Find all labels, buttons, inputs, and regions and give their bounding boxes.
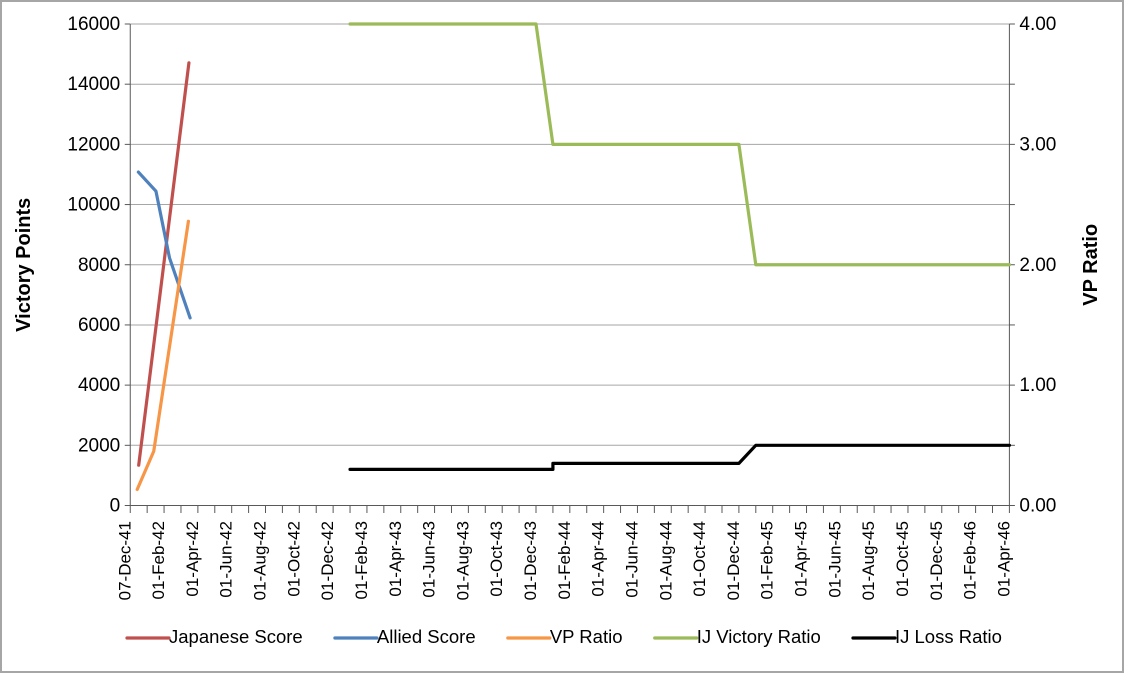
svg-text:01-Oct-44: 01-Oct-44: [690, 521, 709, 597]
svg-text:8000: 8000: [78, 255, 120, 276]
svg-text:01-Dec-42: 01-Dec-42: [318, 521, 337, 600]
svg-text:4.00: 4.00: [1019, 14, 1056, 35]
svg-text:01-Jun-44: 01-Jun-44: [622, 521, 641, 598]
svg-text:VP Ratio: VP Ratio: [1080, 224, 1102, 306]
svg-text:01-Dec-44: 01-Dec-44: [724, 521, 743, 600]
svg-text:01-Aug-45: 01-Aug-45: [859, 521, 878, 600]
svg-text:01-Apr-46: 01-Apr-46: [994, 521, 1013, 597]
svg-text:01-Dec-43: 01-Dec-43: [521, 521, 540, 600]
svg-text:16000: 16000: [67, 14, 120, 35]
svg-text:Allied Score: Allied Score: [377, 626, 476, 647]
svg-text:4000: 4000: [78, 375, 120, 396]
svg-text:Japanese Score: Japanese Score: [169, 626, 303, 647]
svg-text:01-Apr-44: 01-Apr-44: [589, 521, 608, 597]
svg-text:01-Jun-45: 01-Jun-45: [825, 521, 844, 598]
svg-text:01-Aug-42: 01-Aug-42: [251, 521, 270, 600]
svg-text:01-Feb-45: 01-Feb-45: [758, 521, 777, 599]
svg-text:01-Apr-42: 01-Apr-42: [183, 521, 202, 597]
svg-text:01-Feb-42: 01-Feb-42: [149, 521, 168, 599]
svg-text:01-Aug-44: 01-Aug-44: [656, 521, 675, 600]
svg-text:Victory Points: Victory Points: [13, 198, 35, 332]
svg-text:0.00: 0.00: [1019, 496, 1056, 517]
svg-text:01-Oct-43: 01-Oct-43: [487, 521, 506, 597]
svg-text:01-Apr-45: 01-Apr-45: [792, 521, 811, 597]
svg-text:2.00: 2.00: [1019, 255, 1056, 276]
svg-text:01-Feb-44: 01-Feb-44: [555, 521, 574, 599]
svg-text:01-Feb-43: 01-Feb-43: [352, 521, 371, 599]
svg-text:07-Dec-41: 07-Dec-41: [115, 521, 134, 600]
svg-text:01-Jun-42: 01-Jun-42: [217, 521, 236, 598]
svg-text:0: 0: [110, 496, 121, 517]
svg-text:1.00: 1.00: [1019, 375, 1056, 396]
svg-text:3.00: 3.00: [1019, 134, 1056, 155]
svg-text:14000: 14000: [67, 74, 120, 95]
svg-text:01-Oct-42: 01-Oct-42: [284, 521, 303, 597]
svg-text:2000: 2000: [78, 435, 120, 456]
svg-text:VP Ratio: VP Ratio: [550, 626, 623, 647]
svg-text:01-Oct-45: 01-Oct-45: [893, 521, 912, 597]
svg-text:01-Feb-46: 01-Feb-46: [961, 521, 980, 599]
svg-text:IJ Loss Ratio: IJ Loss Ratio: [895, 626, 1002, 647]
svg-text:01-Apr-43: 01-Apr-43: [386, 521, 405, 597]
svg-text:IJ Victory Ratio: IJ Victory Ratio: [697, 626, 821, 647]
svg-text:12000: 12000: [67, 134, 120, 155]
svg-text:01-Aug-43: 01-Aug-43: [453, 521, 472, 600]
svg-text:01-Dec-45: 01-Dec-45: [927, 521, 946, 600]
svg-text:10000: 10000: [67, 195, 120, 216]
svg-text:6000: 6000: [78, 315, 120, 336]
svg-text:01-Jun-43: 01-Jun-43: [420, 521, 439, 598]
